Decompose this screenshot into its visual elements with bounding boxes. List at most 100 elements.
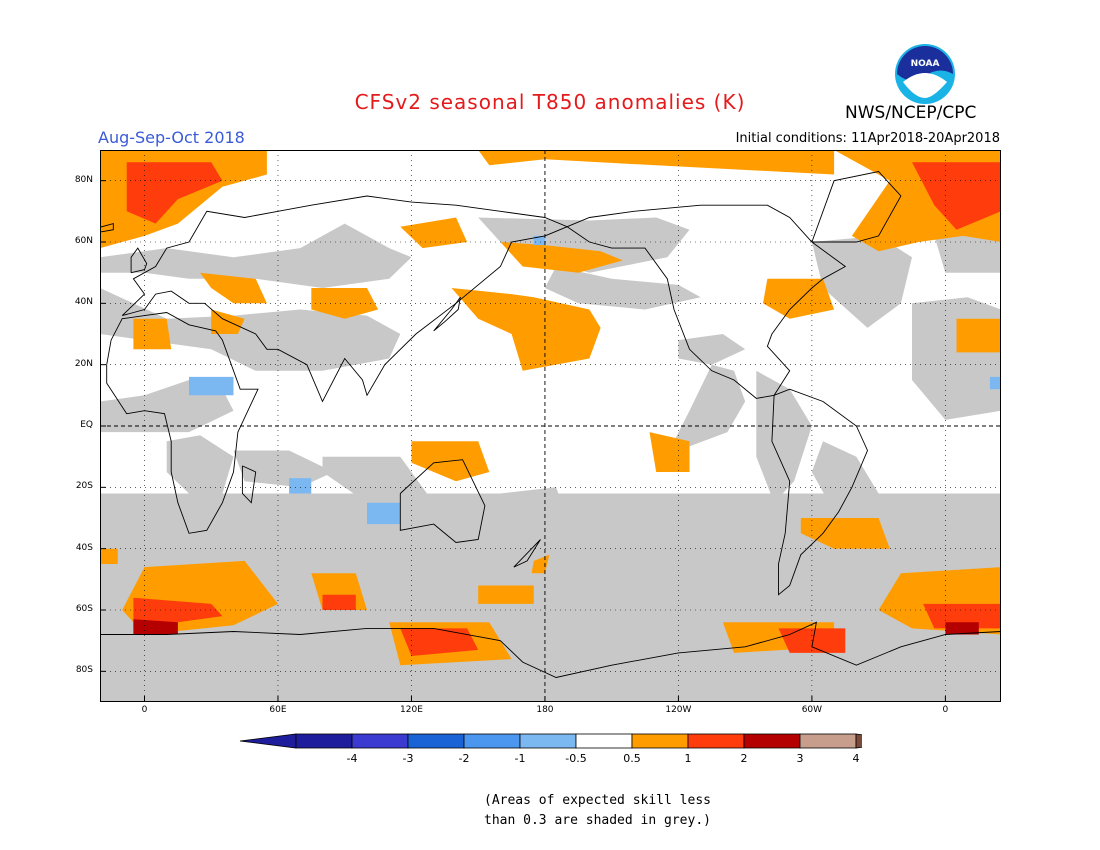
- legend-value-label: -2: [458, 752, 470, 765]
- low-skill-area: [674, 364, 746, 451]
- cold-anomaly-area: [189, 376, 234, 396]
- coastline: [121, 195, 569, 403]
- map-title: CFSv2 seasonal T850 anomalies (K): [354, 90, 746, 114]
- legend-color-box: [463, 733, 521, 749]
- coastline: [100, 223, 114, 233]
- coastline: [399, 459, 486, 543]
- legend-color-box: [799, 733, 857, 749]
- legend-value-label: -1: [514, 752, 526, 765]
- longitude-label: 0: [141, 705, 148, 715]
- cold-anomaly-area: [533, 235, 545, 246]
- low-skill-area: [544, 266, 701, 310]
- legend-low-end-triangle: [239, 733, 297, 749]
- warm-anomaly-area: [400, 217, 468, 249]
- cold-anomaly-area: [367, 502, 401, 525]
- cold-anomaly-area: [989, 376, 1001, 390]
- latitude-label: 20N: [74, 358, 93, 369]
- coastline: [130, 247, 148, 274]
- legend-color-box: [519, 733, 577, 749]
- warm-anomaly-area: [649, 432, 690, 472]
- lat-lon-gridlines: [100, 150, 1001, 702]
- skill-footnote-line2: than 0.3 are shaded in grey.): [484, 813, 711, 828]
- warm-anomaly-areas: [100, 150, 1001, 666]
- warm-anomaly-area: [451, 288, 601, 371]
- season-label: Aug-Sep-Oct 2018: [98, 128, 245, 147]
- low-skill-area: [811, 441, 879, 512]
- warm-anomaly-area: [500, 242, 623, 273]
- warm-anomaly-area: [912, 162, 1001, 230]
- legend-color-box: [407, 733, 465, 749]
- longitude-label: 0: [942, 705, 949, 715]
- low-skill-area: [811, 235, 912, 328]
- warm-anomaly-area: [311, 288, 379, 319]
- latitude-label: 60S: [75, 604, 93, 614]
- low-skill-area: [322, 456, 568, 543]
- coastline: [811, 171, 902, 243]
- noaa-logo-top: [897, 46, 953, 81]
- low-skill-area: [100, 288, 401, 371]
- skill-footnote-line1: (Areas of expected skill less: [484, 793, 711, 808]
- latitude-label: 40N: [74, 297, 93, 308]
- initial-conditions-label: Initial conditions: 11Apr2018-20Apr2018: [735, 131, 1000, 146]
- legend-color-box: [687, 733, 745, 749]
- legend-color-box: [295, 733, 353, 749]
- coastline: [513, 539, 541, 568]
- legend-value-label: 2: [740, 752, 748, 765]
- warm-anomaly-area: [400, 628, 479, 656]
- noaa-logo-text: NOAA: [911, 59, 940, 69]
- legend-color-box: [351, 733, 409, 749]
- legend-high-end-triangle: [855, 733, 862, 749]
- latitude-label: 60N: [74, 236, 93, 246]
- legend-value-label: -3: [402, 752, 414, 765]
- warm-anomaly-area: [478, 585, 534, 604]
- legend-value-label: -0.5: [565, 752, 587, 765]
- agency-label: NWS/NCEP/CPC: [845, 103, 977, 123]
- map-frame: [100, 150, 1001, 702]
- latitude-label: 80S: [75, 665, 93, 676]
- low-skill-area: [934, 229, 1001, 273]
- low-skill-area: [756, 370, 812, 503]
- latitude-label: 40S: [75, 542, 93, 553]
- longitude-label: 120W: [665, 705, 692, 715]
- warm-anomaly-area: [945, 622, 979, 635]
- cold-anomaly-area: [289, 478, 312, 494]
- legend-value-label: 3: [796, 752, 804, 765]
- low-skill-area: [233, 450, 334, 488]
- warm-anomaly-area: [956, 318, 1001, 353]
- latitude-label: EQ: [80, 420, 93, 430]
- legend-color-box: [743, 733, 801, 749]
- warm-anomaly-area: [126, 162, 223, 224]
- cold-anomaly-areas: [189, 235, 1001, 525]
- coastline: [106, 312, 259, 534]
- coastlines: [100, 171, 1001, 678]
- longitude-label: 120E: [400, 705, 423, 715]
- warm-anomaly-area: [478, 150, 835, 175]
- warm-anomaly-area: [200, 272, 267, 304]
- longitude-label: 60E: [269, 705, 287, 715]
- low-skill-area: [478, 217, 690, 273]
- warm-anomaly-area: [322, 594, 356, 610]
- legend-value-label: 0.5: [623, 752, 641, 765]
- legend-value-label: -4: [346, 752, 358, 765]
- coastline: [771, 388, 868, 596]
- latitude-label: 80N: [74, 174, 93, 185]
- noaa-logo-bird: [903, 73, 947, 98]
- warm-anomaly-area: [211, 309, 245, 334]
- longitude-label: 60W: [801, 705, 823, 715]
- coastline: [433, 296, 461, 332]
- low-skill-area: [678, 334, 746, 365]
- latitude-label: 20S: [75, 481, 93, 492]
- color-legend: [239, 733, 862, 749]
- coastline: [100, 621, 1001, 678]
- low-skill-area: [166, 435, 234, 494]
- legend-value-label: 4: [852, 752, 860, 765]
- warm-anomaly-area: [923, 603, 1001, 629]
- warm-anomaly-area: [763, 278, 835, 319]
- coastline: [566, 204, 847, 399]
- forecast-map: [100, 150, 1001, 702]
- noaa-logo: NOAA: [895, 44, 955, 104]
- longitude-label: 180: [536, 705, 554, 715]
- warm-anomaly-area: [133, 318, 172, 350]
- warm-anomaly-area: [133, 597, 223, 629]
- coastline: [241, 465, 257, 504]
